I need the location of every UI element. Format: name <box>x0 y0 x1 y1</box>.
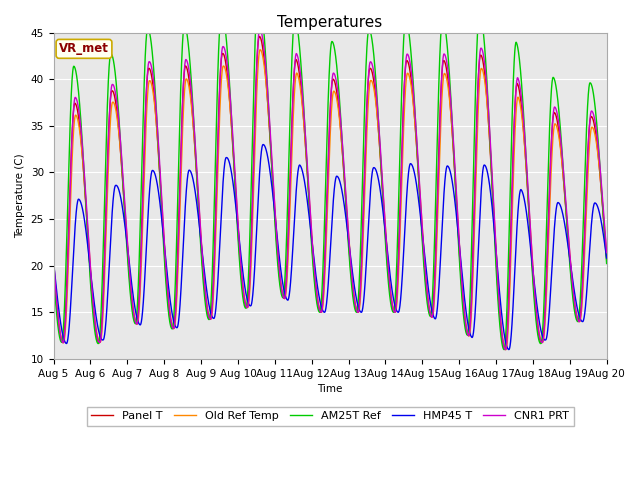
Old Ref Temp <box>602 245 610 251</box>
HMP45 T <box>486 181 493 187</box>
Line: CNR1 PRT: CNR1 PRT <box>54 29 607 349</box>
HMP45 T <box>454 229 462 235</box>
Panel T <box>310 262 317 268</box>
Legend: Panel T, Old Ref Temp, AM25T Ref, HMP45 T, CNR1 PRT: Panel T, Old Ref Temp, AM25T Ref, HMP45 … <box>86 407 573 426</box>
Old Ref Temp <box>603 251 611 256</box>
CNR1 PRT <box>454 219 462 225</box>
CNR1 PRT <box>502 347 509 352</box>
CNR1 PRT <box>603 250 611 255</box>
AM25T Ref <box>602 254 610 260</box>
CNR1 PRT <box>602 243 610 249</box>
CNR1 PRT <box>256 26 264 32</box>
HMP45 T <box>50 259 58 265</box>
Old Ref Temp <box>50 257 58 263</box>
X-axis label: Time: Time <box>317 384 343 394</box>
CNR1 PRT <box>50 256 58 262</box>
HMP45 T <box>505 347 513 352</box>
Panel T <box>50 263 58 269</box>
AM25T Ref <box>50 269 58 275</box>
Panel T <box>486 135 493 141</box>
CNR1 PRT <box>149 73 157 79</box>
Old Ref Temp <box>256 47 264 53</box>
Panel T <box>149 82 157 88</box>
Panel T <box>602 250 610 255</box>
Old Ref Temp <box>310 256 317 262</box>
Old Ref Temp <box>502 347 510 352</box>
Old Ref Temp <box>149 88 157 94</box>
AM25T Ref <box>603 261 611 266</box>
HMP45 T <box>603 255 611 261</box>
Line: Panel T: Panel T <box>54 36 607 349</box>
AM25T Ref <box>424 302 431 308</box>
Line: Old Ref Temp: Old Ref Temp <box>54 50 607 349</box>
HMP45 T <box>149 168 157 173</box>
Old Ref Temp <box>454 221 462 227</box>
HMP45 T <box>602 252 610 257</box>
Old Ref Temp <box>486 133 493 139</box>
Panel T <box>603 256 611 262</box>
HMP45 T <box>310 252 317 258</box>
AM25T Ref <box>500 347 508 352</box>
AM25T Ref <box>486 126 493 132</box>
Title: Temperatures: Temperatures <box>278 15 383 30</box>
Y-axis label: Temperature (C): Temperature (C) <box>15 154 25 238</box>
Panel T <box>454 228 462 234</box>
AM25T Ref <box>149 57 157 62</box>
HMP45 T <box>259 142 267 147</box>
Panel T <box>501 347 509 352</box>
HMP45 T <box>424 279 431 285</box>
Line: HMP45 T: HMP45 T <box>54 144 607 349</box>
CNR1 PRT <box>486 123 493 129</box>
Panel T <box>255 34 263 39</box>
Text: VR_met: VR_met <box>59 42 109 55</box>
AM25T Ref <box>454 233 462 239</box>
Panel T <box>424 296 431 301</box>
Line: AM25T Ref: AM25T Ref <box>54 0 607 349</box>
CNR1 PRT <box>424 292 431 298</box>
CNR1 PRT <box>310 256 317 262</box>
Old Ref Temp <box>424 291 431 297</box>
AM25T Ref <box>310 269 317 275</box>
